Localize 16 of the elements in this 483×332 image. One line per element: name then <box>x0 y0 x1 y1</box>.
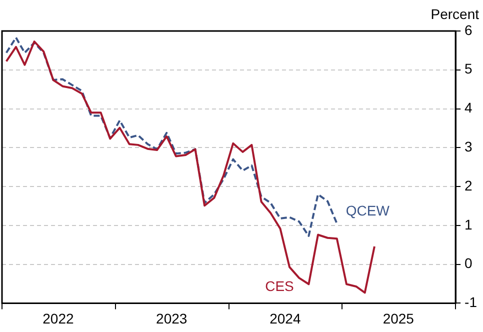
series-label: CES <box>265 278 294 294</box>
y-tick-label: 4 <box>464 100 473 116</box>
x-tick-label: 2025 <box>382 310 414 326</box>
y-tick-label: 3 <box>464 138 473 155</box>
y-tick-label: 0 <box>464 255 473 272</box>
y-tick-label: 6 <box>464 22 473 38</box>
y-axis-title: Percent <box>430 6 480 22</box>
y-tick-label: -1 <box>464 294 478 310</box>
x-tick-label: 2024 <box>270 310 301 326</box>
x-tick-label: 2023 <box>156 310 188 326</box>
series-label: QCEW <box>346 202 390 218</box>
y-tick-label: 2 <box>464 177 473 194</box>
line-series <box>5 36 338 237</box>
y-tick-label: 5 <box>464 60 473 77</box>
y-tick-label: 1 <box>464 216 473 232</box>
x-tick-label: 2022 <box>42 310 74 326</box>
